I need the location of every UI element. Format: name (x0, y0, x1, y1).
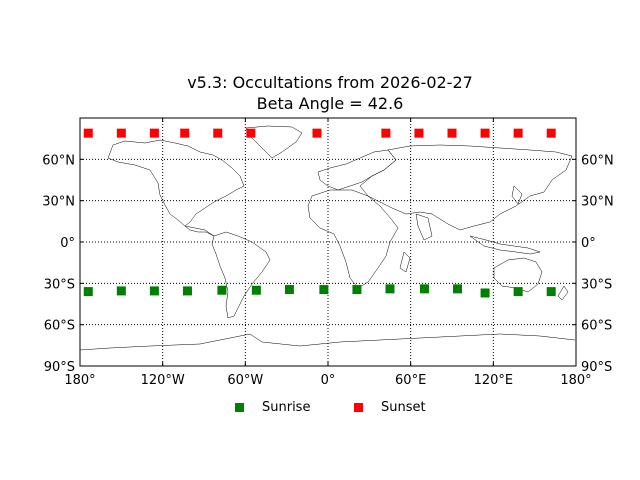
legend-item-sunset: Sunset (354, 400, 426, 415)
sunrise-point (284, 285, 294, 295)
x-tick-label: 60°E (395, 373, 426, 388)
sunrise-point (480, 288, 490, 298)
x-tick-label: 0° (321, 373, 336, 388)
sunrise-point (83, 287, 93, 297)
sunrise-point (546, 287, 556, 297)
sunrise-legend-swatch (235, 403, 244, 412)
sunrise-point (352, 285, 362, 295)
x-tick-label: 60°W (227, 373, 263, 388)
legend-label-sunset: Sunset (381, 400, 426, 415)
y-tick-label-left: 30°N (42, 195, 75, 210)
sunrise-point (182, 286, 192, 296)
sunrise-point (116, 286, 126, 296)
y-tick-label-left: 30°S (44, 277, 75, 292)
sunset-point (312, 128, 322, 138)
sunrise-point (385, 284, 395, 294)
y-tick-label-right: 60°S (581, 319, 612, 334)
sunset-point (381, 128, 391, 138)
axis-ticks (79, 118, 577, 367)
y-tick-label-right: 30°N (581, 195, 614, 210)
x-tick-label: 120°W (141, 373, 185, 388)
y-tick-label-left: 60°N (42, 153, 75, 168)
x-tick-label: 180° (560, 373, 591, 388)
chart-subtitle: Beta Angle = 42.6 (256, 94, 404, 113)
sunset-point (513, 128, 523, 138)
sunrise-point (513, 287, 523, 297)
sunrise-point (453, 284, 463, 294)
series-sunset (83, 128, 556, 138)
y-tick-label-left: 0° (60, 236, 75, 251)
sunset-point (480, 128, 490, 138)
sunrise-point (251, 285, 261, 295)
sunset-point (246, 128, 256, 138)
x-tick-label: 120°E (474, 373, 514, 388)
chart-title: v5.3: Occultations from 2026-02-27 (187, 73, 473, 92)
sunset-point (546, 128, 556, 138)
sunset-point (180, 128, 190, 138)
sunrise-point (149, 286, 159, 296)
y-tick-label-left: 60°S (44, 319, 75, 334)
legend-item-sunrise: Sunrise (235, 400, 310, 415)
sunset-point (83, 128, 93, 138)
y-tick-label-left: 90°S (44, 360, 75, 375)
legend-label-sunrise: Sunrise (262, 400, 311, 415)
y-tick-label-right: 30°S (581, 277, 612, 292)
sunrise-point (319, 285, 329, 295)
sunset-point (116, 128, 126, 138)
coastline-outlines (79, 125, 576, 351)
sunset-point (447, 128, 457, 138)
y-tick-label-right: 0° (581, 236, 596, 251)
sunset-point (213, 128, 223, 138)
y-tick-label-right: 90°S (581, 360, 612, 375)
sunrise-point (217, 285, 227, 295)
map-gridlines (80, 118, 576, 366)
x-tick-label: 180° (64, 373, 95, 388)
y-tick-label-right: 60°N (581, 153, 614, 168)
sunset-point (414, 128, 424, 138)
sunset-legend-swatch (354, 403, 363, 412)
series-sunrise (83, 284, 556, 298)
sunrise-point (419, 284, 429, 294)
sunset-point (149, 128, 159, 138)
